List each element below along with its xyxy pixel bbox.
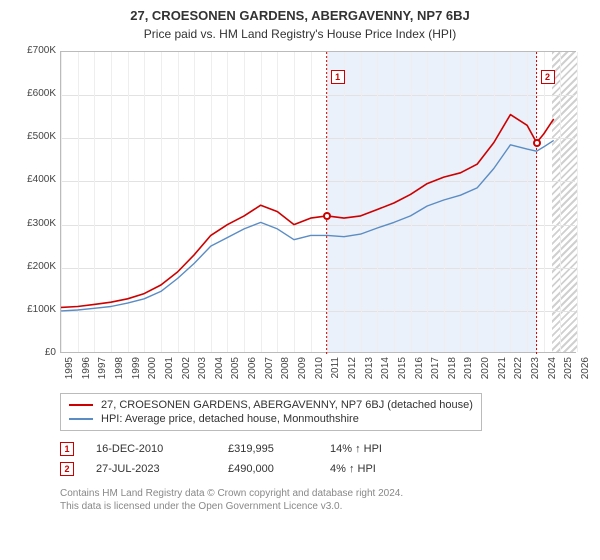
event-row: 2 27-JUL-2023 £490,000 4% ↑ HPI [60, 459, 586, 479]
xtick-label: 1998 [114, 357, 125, 387]
legend-swatch-red [69, 404, 93, 406]
xtick-label: 2019 [463, 357, 474, 387]
xtick-label: 2005 [230, 357, 241, 387]
xtick-label: 2021 [497, 357, 508, 387]
xtick-label: 2017 [430, 357, 441, 387]
event-price: £319,995 [228, 443, 308, 455]
xtick-label: 2004 [214, 357, 225, 387]
xtick-label: 2016 [414, 357, 425, 387]
xtick-label: 1996 [81, 357, 92, 387]
xtick-label: 2008 [280, 357, 291, 387]
event-date: 27-JUL-2023 [96, 463, 206, 475]
chart-container: 27, CROESONEN GARDENS, ABERGAVENNY, NP7 … [0, 0, 600, 560]
event-price: £490,000 [228, 463, 308, 475]
xtick-label: 2003 [197, 357, 208, 387]
xtick-label: 2010 [314, 357, 325, 387]
ytick-label: £100K [14, 304, 56, 315]
xtick-label: 2014 [380, 357, 391, 387]
event-date: 16-DEC-2010 [96, 443, 206, 455]
event-delta: 4% ↑ HPI [330, 463, 376, 475]
xtick-label: 1995 [64, 357, 75, 387]
xtick-label: 2012 [347, 357, 358, 387]
footer-line: This data is licensed under the Open Gov… [60, 500, 586, 513]
ytick-label: £400K [14, 174, 56, 185]
ytick-label: £200K [14, 261, 56, 272]
legend-label-red: 27, CROESONEN GARDENS, ABERGAVENNY, NP7 … [101, 399, 473, 411]
ytick-label: £0 [14, 347, 56, 358]
xtick-label: 2023 [530, 357, 541, 387]
xtick-label: 2015 [397, 357, 408, 387]
xtick-label: 2022 [513, 357, 524, 387]
xtick-label: 2002 [181, 357, 192, 387]
ytick-label: £700K [14, 45, 56, 56]
xtick-label: 1999 [131, 357, 142, 387]
ytick-label: £600K [14, 88, 56, 99]
xtick-label: 2026 [580, 357, 591, 387]
event-marker-1: 1 [60, 442, 74, 456]
chart-title: 27, CROESONEN GARDENS, ABERGAVENNY, NP7 … [14, 8, 586, 23]
event-marker-2: 2 [60, 462, 74, 476]
xtick-label: 1997 [97, 357, 108, 387]
legend: 27, CROESONEN GARDENS, ABERGAVENNY, NP7 … [60, 393, 482, 431]
footer-line: Contains HM Land Registry data © Crown c… [60, 487, 586, 500]
xtick-label: 2024 [547, 357, 558, 387]
chart-area: 12 £0£100K£200K£300K£400K£500K£600K£700K… [14, 47, 586, 387]
legend-item-blue: HPI: Average price, detached house, Monm… [69, 412, 473, 426]
ytick-label: £500K [14, 131, 56, 142]
xtick-label: 2006 [247, 357, 258, 387]
chart-subtitle: Price paid vs. HM Land Registry's House … [14, 27, 586, 41]
xtick-label: 2025 [563, 357, 574, 387]
xtick-label: 2007 [264, 357, 275, 387]
event-delta: 14% ↑ HPI [330, 443, 382, 455]
events-table: 1 16-DEC-2010 £319,995 14% ↑ HPI 2 27-JU… [60, 439, 586, 479]
xtick-label: 2000 [147, 357, 158, 387]
plot-area: 12 [60, 51, 576, 353]
xtick-label: 2020 [480, 357, 491, 387]
xtick-label: 2013 [364, 357, 375, 387]
xtick-label: 2001 [164, 357, 175, 387]
legend-label-blue: HPI: Average price, detached house, Monm… [101, 413, 359, 425]
xtick-label: 2018 [447, 357, 458, 387]
event-row: 1 16-DEC-2010 £319,995 14% ↑ HPI [60, 439, 586, 459]
chart-marker-1: 1 [331, 70, 345, 84]
legend-item-red: 27, CROESONEN GARDENS, ABERGAVENNY, NP7 … [69, 398, 473, 412]
chart-marker-2: 2 [541, 70, 555, 84]
footer: Contains HM Land Registry data © Crown c… [60, 487, 586, 513]
xtick-label: 2011 [330, 357, 341, 387]
legend-swatch-blue [69, 418, 93, 420]
xtick-label: 2009 [297, 357, 308, 387]
ytick-label: £300K [14, 218, 56, 229]
